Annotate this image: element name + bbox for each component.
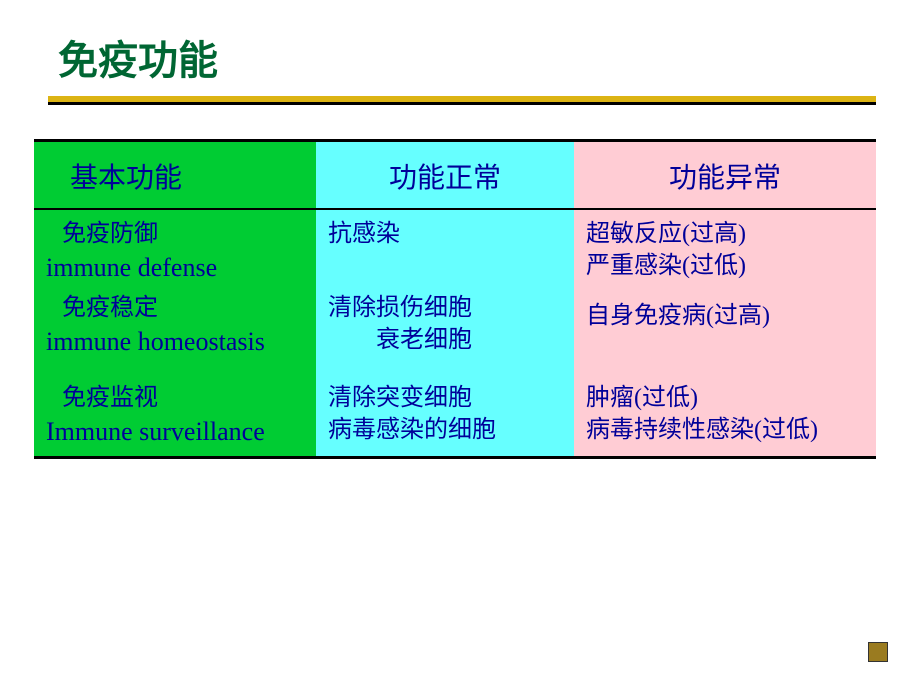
- r1c3l2: 严重感染(过低): [586, 250, 872, 282]
- r2c2l1: 清除损伤细胞: [328, 292, 570, 324]
- row2-en: immune homeostasis: [46, 324, 312, 359]
- r2c3l1: 自身免疫病(过高): [586, 300, 872, 332]
- header-col1-text: 基本功能: [54, 156, 182, 196]
- r3c2l2: 病毒感染的细胞: [328, 414, 570, 446]
- header-col2: 功能正常: [316, 142, 574, 210]
- slide: 免疫功能 基本功能 免疫防御 immune defense 免疫稳定 immun…: [0, 0, 920, 459]
- row2-cn: 免疫稳定: [46, 292, 312, 324]
- r3c2l1: 清除突变细胞: [328, 382, 570, 414]
- immune-function-table: 基本功能 免疫防御 immune defense 免疫稳定 immune hom…: [34, 139, 876, 459]
- slide-decor-icon: [868, 642, 888, 662]
- row1-en: immune defense: [46, 250, 312, 285]
- slide-title: 免疫功能: [58, 28, 884, 86]
- row3-en: Immune surveillance: [46, 414, 312, 449]
- r3c3l2: 病毒持续性感染(过低): [586, 414, 872, 446]
- r2c2l2: 衰老细胞: [328, 324, 570, 356]
- cell-defense-normal: 抗感染: [316, 210, 574, 284]
- cell-surveillance-label: 免疫监视 Immune surveillance: [34, 368, 316, 456]
- cell-defense-label: 免疫防御 immune defense: [34, 210, 316, 284]
- title-underline: [48, 96, 876, 105]
- cell-homeostasis-abnormal: 自身免疫病(过高): [574, 284, 876, 368]
- column-basic-function: 基本功能 免疫防御 immune defense 免疫稳定 immune hom…: [34, 142, 316, 456]
- r1c3l1: 超敏反应(过高): [586, 218, 872, 250]
- cell-homeostasis-normal: 清除损伤细胞 衰老细胞: [316, 284, 574, 368]
- header-col1: 基本功能: [34, 142, 316, 210]
- cell-surveillance-normal: 清除突变细胞 病毒感染的细胞: [316, 368, 574, 456]
- row3-cn: 免疫监视: [46, 382, 312, 414]
- r3c3l1: 肿瘤(过低): [586, 382, 872, 414]
- row1-cn: 免疫防御: [46, 218, 312, 250]
- column-normal-function: 功能正常 抗感染 清除损伤细胞 衰老细胞 清除突变细胞 病毒感染的细胞: [316, 142, 574, 456]
- column-abnormal-function: 功能异常 超敏反应(过高) 严重感染(过低) 自身免疫病(过高) 肿瘤(过低) …: [574, 142, 876, 456]
- r1c2l1: 抗感染: [328, 218, 570, 250]
- cell-surveillance-abnormal: 肿瘤(过低) 病毒持续性感染(过低): [574, 368, 876, 456]
- cell-homeostasis-label: 免疫稳定 immune homeostasis: [34, 284, 316, 368]
- cell-defense-abnormal: 超敏反应(过高) 严重感染(过低): [574, 210, 876, 284]
- header-col3: 功能异常: [574, 142, 876, 210]
